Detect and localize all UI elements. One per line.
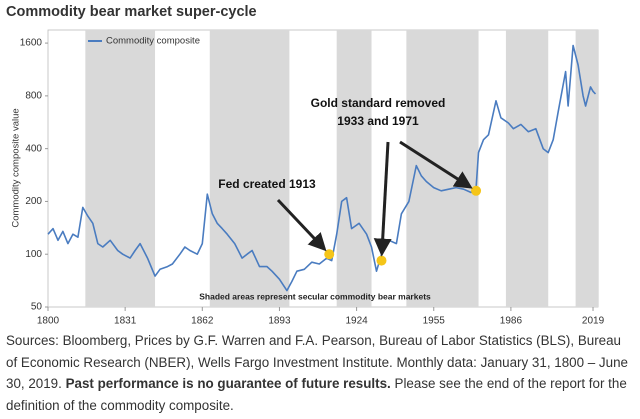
- annotation-arrow: [399, 140, 473, 189]
- chart-title: Commodity bear market super-cycle: [6, 4, 257, 20]
- x-tick-label: 1924: [345, 316, 368, 327]
- y-tick-label: 200: [25, 196, 42, 207]
- legend-label: Commodity composite: [106, 36, 200, 47]
- x-tick-label: 1831: [114, 316, 137, 327]
- chart: Commodity bear market super-cycle Commod…: [6, 4, 605, 327]
- bear-market-shade: [336, 30, 372, 307]
- y-tick-label: 50: [31, 302, 43, 313]
- x-tick-label: 1800: [37, 316, 60, 327]
- x-tick-label: 1955: [423, 316, 446, 327]
- y-tick-label: 800: [25, 91, 42, 102]
- bear-market-shade: [85, 30, 156, 307]
- bear-market-shade: [209, 30, 290, 307]
- x-tick-label: 1862: [191, 316, 214, 327]
- highlight-point: [376, 255, 387, 266]
- note-text: Please see the end of the report for the…: [6, 376, 627, 413]
- annotation-text: Fed created 1913: [218, 177, 316, 191]
- annotation-arrow: [276, 198, 327, 252]
- bear-market-shade: [575, 30, 598, 307]
- footer: Sources: Bloomberg, Prices by G.F. Warre…: [6, 330, 634, 416]
- x-tick-label: 1893: [268, 316, 291, 327]
- y-tick-label: 400: [25, 143, 42, 154]
- shaded-note: Shaded areas represent secular commodity…: [199, 291, 431, 301]
- annotation-text: 1933 and 1971: [337, 114, 419, 128]
- y-tick-label: 100: [25, 249, 42, 260]
- highlight-point: [324, 249, 335, 260]
- y-axis-label: Commodity composite value: [11, 108, 22, 227]
- highlight-point: [471, 185, 482, 196]
- annotation-arrow: [373, 141, 392, 257]
- source-text: Sources: Bloomberg, Prices by G.F. Warre…: [6, 333, 628, 391]
- disclaimer-text: Past performance is no guarantee of futu…: [65, 376, 391, 391]
- annotation-text: Gold standard removed: [311, 96, 446, 110]
- y-tick-label: 1600: [20, 38, 43, 49]
- x-tick-label: 1986: [500, 316, 523, 327]
- bear-market-shade: [505, 30, 549, 307]
- x-tick-label: 2019: [582, 316, 605, 327]
